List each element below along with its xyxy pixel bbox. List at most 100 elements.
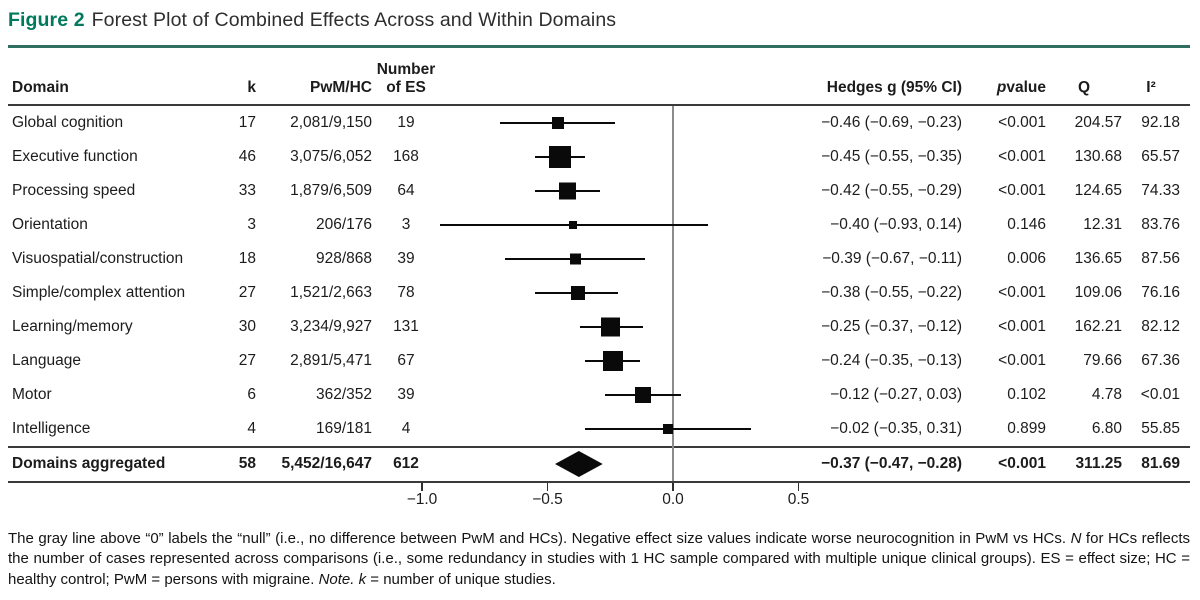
q-cell: 130.68 xyxy=(1074,147,1122,165)
aggregate-container: Domains aggregated 58 5,452/16,647 612 −0.37… xyxy=(0,448,1200,481)
n-es-cell: 39 xyxy=(397,249,415,267)
n-es-cell: 67 xyxy=(397,351,415,369)
table-row: Executive function 46 3,075/6,052 168 −0.45 … xyxy=(0,140,1200,174)
axis-tick xyxy=(797,482,800,491)
header-plot-spacer xyxy=(440,52,810,104)
q-cell: 79.66 xyxy=(1083,351,1122,369)
k-cell: 30 xyxy=(238,317,256,335)
domain-cell: Visuospatial/construction xyxy=(12,249,184,267)
header-number-of-es-line1: Number xyxy=(376,60,436,78)
pwm-hc-cell: 2,891/5,471 xyxy=(290,351,372,369)
p-value-cell: 0.102 xyxy=(1007,385,1046,403)
k-cell: 46 xyxy=(238,147,256,165)
hedges-g-cell: −0.02 (−0.35, 0.31) xyxy=(830,419,962,437)
hedges-g-cell: −0.45 (−0.55, −0.35) xyxy=(821,147,962,165)
i2-cell: 92.18 xyxy=(1141,113,1180,131)
q-cell: 136.65 xyxy=(1074,249,1122,267)
title-rule xyxy=(8,45,1190,48)
table-row: Motor 6 362/352 39 −0.12 (−0.27, 0.03) 0.102 4… xyxy=(0,378,1200,412)
p-value-cell: 0.899 xyxy=(1007,419,1046,437)
summary-plot-cell xyxy=(440,448,810,481)
effect-square xyxy=(551,116,564,129)
hedges-g-cell: −0.42 (−0.55, −0.29) xyxy=(821,181,962,199)
q-cell: 12.31 xyxy=(1083,215,1122,233)
table-row: Orientation 3 206/176 3 −0.40 (−0.93, 0.14) 0… xyxy=(0,208,1200,242)
table-row: Intelligence 4 169/181 4 −0.02 (−0.35, 0.31)… xyxy=(0,412,1200,446)
q-cell: 311.25 xyxy=(1075,455,1122,472)
k-cell: 17 xyxy=(238,113,256,131)
q-cell: 204.57 xyxy=(1074,113,1122,131)
k-cell: 33 xyxy=(238,181,256,199)
header-number-of-es-line2: of ES xyxy=(386,78,426,96)
i2-cell: 81.69 xyxy=(1141,455,1180,472)
i2-cell: 67.36 xyxy=(1141,351,1180,369)
header-domain: Domain xyxy=(12,78,69,96)
domain-cell: Language xyxy=(12,351,81,369)
q-cell: 162.21 xyxy=(1074,317,1122,335)
axis-tick xyxy=(546,482,549,491)
forest-plot-body: Global cognition 17 2,081/9,150 19 −0.46 (−0… xyxy=(0,105,1200,481)
x-axis: −1.0 −0.5 0.0 0.5 xyxy=(0,482,1200,517)
footnote-segment: = number of unique studies. xyxy=(366,570,556,588)
aggregate-separator-rule xyxy=(8,445,1190,448)
pwm-hc-cell: 1,879/6,509 xyxy=(290,181,372,199)
header-q: Q xyxy=(1077,78,1091,96)
i2-cell: 74.33 xyxy=(1141,181,1180,199)
n-es-cell: 168 xyxy=(393,147,419,165)
footnote-italic-segment: N xyxy=(1070,529,1082,547)
rows-container: Global cognition 17 2,081/9,150 19 −0.46 (−0… xyxy=(0,106,1200,446)
table-header-row: Domain k PwM/HC Number of ES Hedges g (9… xyxy=(0,52,1200,104)
i2-cell: <0.01 xyxy=(1140,385,1180,403)
hedges-g-cell: −0.24 (−0.35, −0.13) xyxy=(821,351,962,369)
effect-square xyxy=(570,285,585,300)
hedges-g-cell: −0.38 (−0.55, −0.22) xyxy=(821,283,962,301)
domain-cell: Domains aggregated xyxy=(12,455,166,472)
ci-plot-cell xyxy=(440,412,810,446)
figure-title: Figure 2 Forest Plot of Combined Effects … xyxy=(0,0,1200,32)
table-row: Global cognition 17 2,081/9,150 19 −0.46 (−0… xyxy=(0,106,1200,140)
null-line xyxy=(672,105,674,481)
header-number-of-es: Number of ES xyxy=(372,52,440,104)
effect-square xyxy=(662,423,673,434)
bottom-rule xyxy=(8,480,1190,483)
k-cell: 3 xyxy=(247,215,256,233)
hedges-g-cell: −0.39 (−0.67, −0.11) xyxy=(822,249,962,267)
header-p-value: p value xyxy=(996,78,1046,96)
effect-square xyxy=(549,145,572,168)
domain-cell: Global cognition xyxy=(12,113,124,131)
pwm-hc-cell: 3,234/9,927 xyxy=(290,317,372,335)
p-value-cell: <0.001 xyxy=(998,317,1046,335)
footnote: The gray line above “0” labels the “null… xyxy=(8,529,1190,591)
q-cell: 6.80 xyxy=(1091,419,1122,437)
figure-title-text: Forest Plot of Combined Effects Across a… xyxy=(91,9,617,31)
ci-plot-cell xyxy=(440,140,810,174)
ci-plot-cell xyxy=(440,106,810,140)
table-row: Processing speed 33 1,879/6,509 64 −0.42 (−0… xyxy=(0,174,1200,208)
table-row: Language 27 2,891/5,471 67 −0.24 (−0.35, −0.… xyxy=(0,344,1200,378)
domain-cell: Executive function xyxy=(12,147,138,165)
hedges-g-cell: −0.40 (−0.93, 0.14) xyxy=(830,215,962,233)
axis-tick-label: −0.5 xyxy=(532,490,563,508)
hedges-g-cell: −0.25 (−0.37, −0.12) xyxy=(821,317,962,335)
k-cell: 6 xyxy=(247,385,256,403)
table-row: Visuospatial/construction 18 928/868 39 −0.3… xyxy=(0,242,1200,276)
k-cell: 27 xyxy=(238,351,256,369)
axis-tick xyxy=(421,482,423,491)
q-cell: 124.65 xyxy=(1074,181,1122,199)
n-es-cell: 64 xyxy=(397,181,415,199)
ci-plot-cell xyxy=(440,242,810,276)
header-k: k xyxy=(247,78,256,96)
pwm-hc-cell: 3,075/6,052 xyxy=(290,147,372,165)
table-row: Learning/memory 30 3,234/9,927 131 −0.25 (−0… xyxy=(0,310,1200,344)
p-value-cell: <0.001 xyxy=(998,283,1046,301)
summary-diamond xyxy=(555,451,603,477)
i2-cell: 87.56 xyxy=(1141,249,1180,267)
n-es-cell: 78 xyxy=(397,283,415,301)
p-value-cell: <0.001 xyxy=(998,455,1046,472)
p-value-cell: <0.001 xyxy=(998,147,1046,165)
hedges-g-cell: −0.12 (−0.27, 0.03) xyxy=(830,385,962,403)
axis-tick-label: 0.0 xyxy=(662,490,684,508)
domain-cell: Simple/complex attention xyxy=(12,283,186,301)
effect-square xyxy=(559,182,577,199)
